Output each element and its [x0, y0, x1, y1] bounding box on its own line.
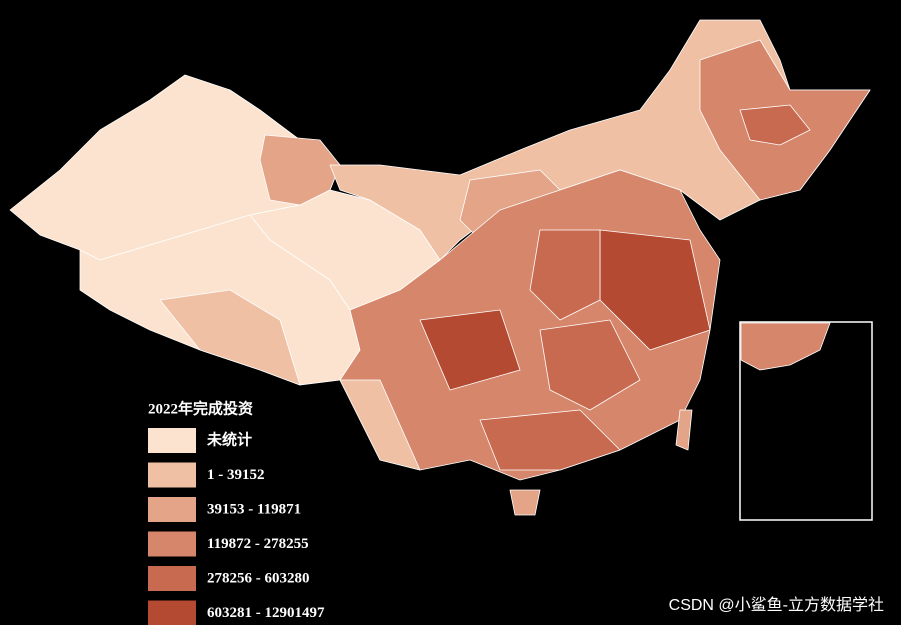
region	[675, 409, 693, 451]
legend-swatch	[148, 600, 196, 625]
region	[509, 489, 541, 516]
inset-frame	[739, 321, 873, 521]
legend-swatch	[148, 462, 196, 488]
legend-swatch	[148, 531, 196, 557]
legend-swatch	[148, 497, 196, 522]
legend-label: 278256 - 603280	[207, 570, 310, 586]
legend-label: 1 - 39152	[207, 467, 265, 483]
region	[529, 229, 601, 321]
legend-title: 2022年完成投资	[148, 399, 253, 417]
region	[479, 409, 621, 471]
region	[740, 322, 831, 371]
legend-label: 39153 - 119871	[207, 501, 301, 517]
region	[339, 379, 421, 471]
region	[259, 134, 341, 206]
legend-label: 119872 - 278255	[207, 536, 309, 552]
watermark: CSDN @小鲨鱼-立方数据学社	[669, 596, 884, 614]
legend: 2022年完成投资 未统计 1 - 39152 39153 - 119871 1198…	[148, 399, 325, 625]
legend-label: 603281 - 12901497	[207, 605, 325, 621]
map-regions	[9, 19, 871, 516]
legend-swatch	[148, 428, 196, 453]
legend-label: 未统计	[206, 430, 252, 448]
region	[159, 289, 301, 386]
legend-swatch	[148, 566, 196, 591]
region	[739, 104, 811, 146]
region	[539, 319, 641, 411]
region	[419, 309, 521, 391]
